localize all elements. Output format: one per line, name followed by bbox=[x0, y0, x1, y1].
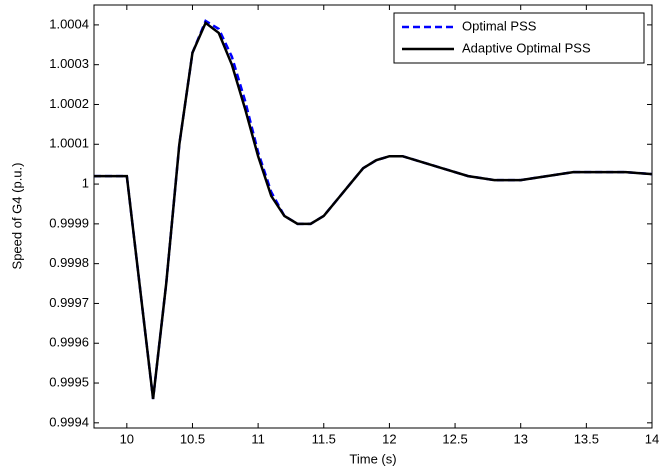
y-tick-label: 0.9995 bbox=[49, 374, 89, 389]
y-tick-label: 1.0002 bbox=[49, 96, 89, 111]
y-tick-label: 0.9996 bbox=[49, 335, 89, 350]
x-tick-label: 13.5 bbox=[574, 431, 599, 446]
y-tick-label: 1.0004 bbox=[49, 16, 89, 31]
x-tick-label: 11.5 bbox=[312, 431, 336, 446]
x-tick-label: 14 bbox=[645, 431, 659, 446]
y-tick-label: 1.0003 bbox=[49, 56, 89, 71]
data-line bbox=[94, 20, 653, 400]
x-tick-label: 10.5 bbox=[180, 431, 205, 446]
y-tick-label: 1 bbox=[82, 176, 89, 191]
y-tick-label: 1.0001 bbox=[49, 136, 89, 151]
x-tick-label: 12.5 bbox=[442, 431, 467, 446]
legend-box bbox=[393, 12, 645, 64]
y-tick-label: 0.9997 bbox=[49, 295, 89, 310]
x-tick-label: 12 bbox=[382, 431, 396, 446]
legend-label: Adaptive Optimal PSS bbox=[462, 40, 591, 55]
x-tick-label: 10 bbox=[120, 431, 134, 446]
x-axis-label: Time (s) bbox=[349, 451, 396, 466]
y-tick-label: 0.9994 bbox=[49, 414, 89, 429]
x-tick-label: 13 bbox=[513, 431, 527, 446]
x-tick-label: 11 bbox=[251, 431, 265, 446]
plot-area bbox=[93, 4, 653, 429]
y-tick-label: 0.9998 bbox=[49, 255, 89, 270]
y-axis-label: Speed of G4 (p.u.) bbox=[9, 163, 24, 270]
legend-label: Optimal PSS bbox=[462, 18, 537, 33]
y-tick-label: 0.9999 bbox=[49, 215, 89, 230]
